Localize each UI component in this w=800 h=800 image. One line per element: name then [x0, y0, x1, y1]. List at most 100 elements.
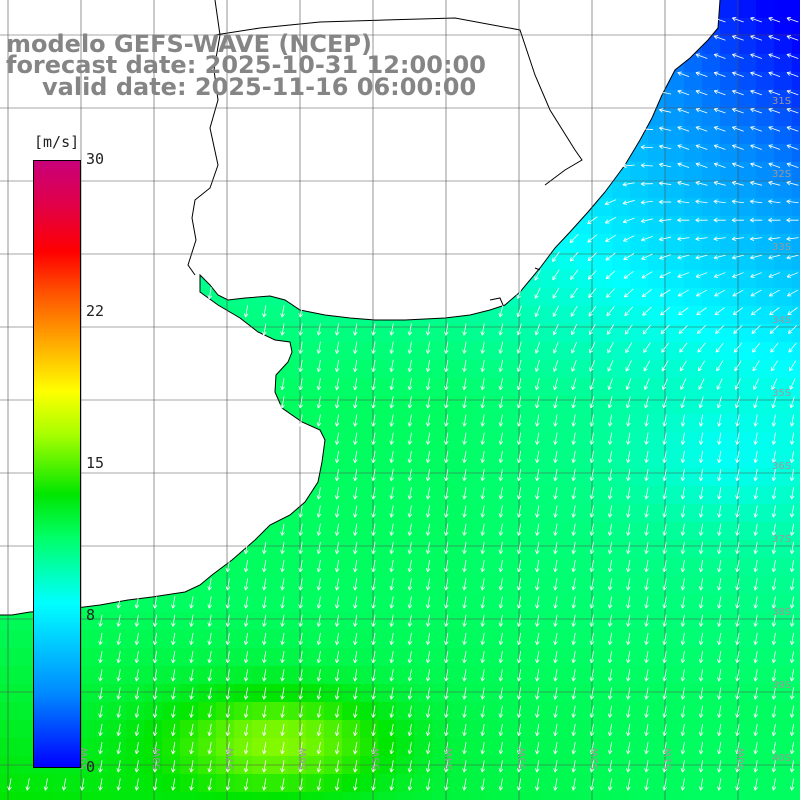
wind-arrow [571, 505, 576, 518]
wind-arrow [571, 469, 576, 482]
wind-cell [144, 630, 163, 649]
latitude-label: 33S [772, 242, 791, 253]
wind-cell [522, 306, 541, 325]
wind-arrow [589, 505, 595, 518]
wind-cell [666, 720, 685, 739]
wind-arrow [768, 162, 781, 169]
wind-cell [792, 522, 800, 541]
wind-cell [270, 738, 289, 757]
wind-cell [774, 558, 793, 577]
wind-arrow [571, 396, 576, 409]
wind-cell [486, 450, 505, 469]
wind-cell [594, 594, 613, 613]
wind-cell [540, 342, 559, 361]
wind-cell [684, 522, 703, 541]
wind-cell [540, 702, 559, 721]
wind-arrow [316, 414, 322, 427]
wind-cell [486, 612, 505, 631]
wind-cell [576, 234, 595, 253]
wind-cell [18, 648, 37, 667]
wind-arrow [713, 126, 726, 132]
wind-cell [756, 684, 775, 703]
wind-cell [558, 396, 577, 415]
wind-arrow [607, 342, 614, 354]
wind-cell [720, 216, 739, 235]
wind-arrow [371, 560, 376, 573]
wind-cell [288, 594, 307, 613]
wind-cell [504, 558, 523, 577]
wind-cell [540, 468, 559, 487]
wind-cell [342, 558, 361, 577]
wind-cell [18, 720, 37, 739]
wind-cell [594, 684, 613, 703]
wind-cell [252, 630, 271, 649]
wind-arrow [713, 199, 726, 204]
wind-arrow [786, 162, 799, 169]
wind-cell [288, 684, 307, 703]
wind-cell [288, 396, 307, 415]
wind-arrow [280, 523, 285, 536]
wind-arrow [353, 523, 358, 536]
wind-arrow [243, 541, 249, 554]
wind-arrow [298, 596, 303, 609]
wind-arrow [677, 89, 690, 96]
wind-cell [684, 180, 703, 199]
wind-arrow [717, 432, 722, 445]
wind-cell [738, 216, 757, 235]
wind-cell [468, 540, 487, 559]
wind-cell [684, 504, 703, 523]
wind-cell [486, 306, 505, 325]
wind-arrow [750, 107, 762, 114]
wind-arrow [607, 450, 613, 463]
wind-cell [216, 612, 235, 631]
wind-cell [702, 702, 721, 721]
wind-arrow [751, 307, 762, 316]
wind-arrow [353, 323, 358, 336]
wind-arrow [715, 324, 725, 334]
wind-arrow [316, 396, 322, 409]
wind-cell [18, 684, 37, 703]
wind-arrow [771, 560, 777, 573]
wind-arrow [677, 272, 690, 278]
wind-arrow [626, 560, 631, 573]
wind-arrow [680, 396, 686, 409]
wind-arrow [626, 541, 631, 554]
wind-arrow [444, 450, 449, 463]
wind-arrow [713, 272, 726, 278]
wind-cell [756, 72, 775, 91]
wind-cell [702, 414, 721, 433]
wind-arrow [389, 341, 394, 354]
wind-cell [468, 324, 487, 343]
wind-cell [558, 576, 577, 595]
wind-cell [738, 162, 757, 181]
wind-arrow [695, 199, 708, 204]
wind-arrow [698, 541, 704, 554]
wind-arrow [407, 560, 413, 573]
wind-arrow [698, 487, 704, 500]
wind-cell [792, 126, 800, 145]
wind-arrow [498, 487, 504, 500]
wind-cell [720, 90, 739, 109]
wind-arrow [750, 89, 762, 96]
wind-arrow [407, 541, 413, 554]
wind-arrow [786, 236, 799, 241]
wind-cell [792, 342, 800, 361]
wind-arrow [371, 341, 376, 354]
wind-cell [126, 666, 145, 685]
wind-cell [180, 792, 199, 800]
wind-cell [738, 450, 757, 469]
wind-arrow [280, 305, 285, 318]
wind-cell [756, 0, 775, 19]
wind-arrow [225, 578, 231, 591]
wind-arrow [771, 378, 778, 390]
wind-cell [396, 360, 415, 379]
wind-arrow [444, 414, 449, 427]
wind-cell [774, 666, 793, 685]
wind-arrow [607, 578, 613, 591]
wind-cell [684, 126, 703, 145]
wind-cell [720, 594, 739, 613]
wind-cell [198, 612, 217, 631]
wind-cell [288, 342, 307, 361]
wind-cell [756, 720, 775, 739]
wind-arrow [768, 180, 781, 186]
